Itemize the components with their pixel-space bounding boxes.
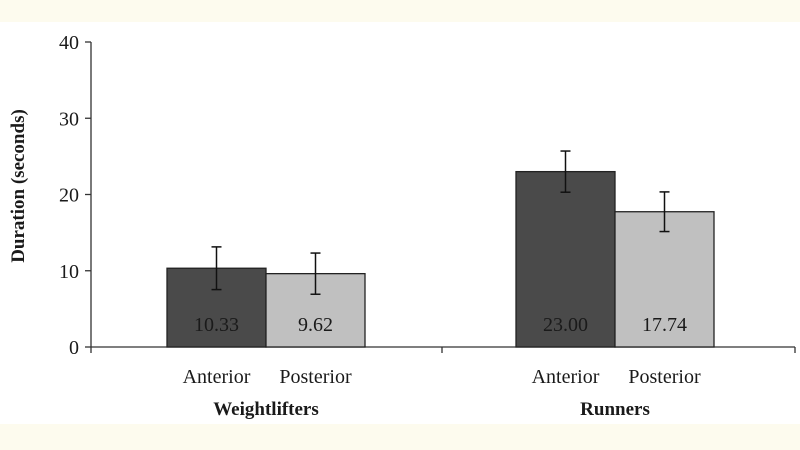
category-label: Anterior bbox=[532, 366, 600, 388]
bar-value-label: 17.74 bbox=[642, 314, 687, 336]
y-tick-label: 40 bbox=[59, 32, 79, 54]
bar-value-label: 10.33 bbox=[194, 314, 239, 336]
bottom-background-strip bbox=[0, 424, 800, 450]
bars bbox=[166, 150, 715, 348]
category-label: Posterior bbox=[628, 366, 701, 388]
labels: 10.33 Anterior 9.62 Posterior Weightlifters 2… bbox=[183, 314, 701, 420]
y-axis-label: Duration (seconds) bbox=[8, 109, 29, 263]
bar-runners-anterior bbox=[515, 170, 616, 348]
bar-value-label: 9.62 bbox=[298, 314, 333, 336]
y-tick-label: 0 bbox=[69, 337, 79, 359]
y-tick-label: 20 bbox=[59, 185, 79, 207]
bar-value-label: 23.00 bbox=[543, 314, 588, 336]
bar-runners-posterior bbox=[614, 211, 715, 348]
y-tick-label: 30 bbox=[59, 108, 79, 130]
category-label: Posterior bbox=[279, 366, 352, 388]
top-background-strip bbox=[0, 0, 800, 22]
group-label: Weightlifters bbox=[213, 399, 319, 420]
category-label: Anterior bbox=[183, 366, 251, 388]
group-label: Runners bbox=[580, 399, 650, 420]
y-tick-label: 10 bbox=[59, 261, 79, 283]
